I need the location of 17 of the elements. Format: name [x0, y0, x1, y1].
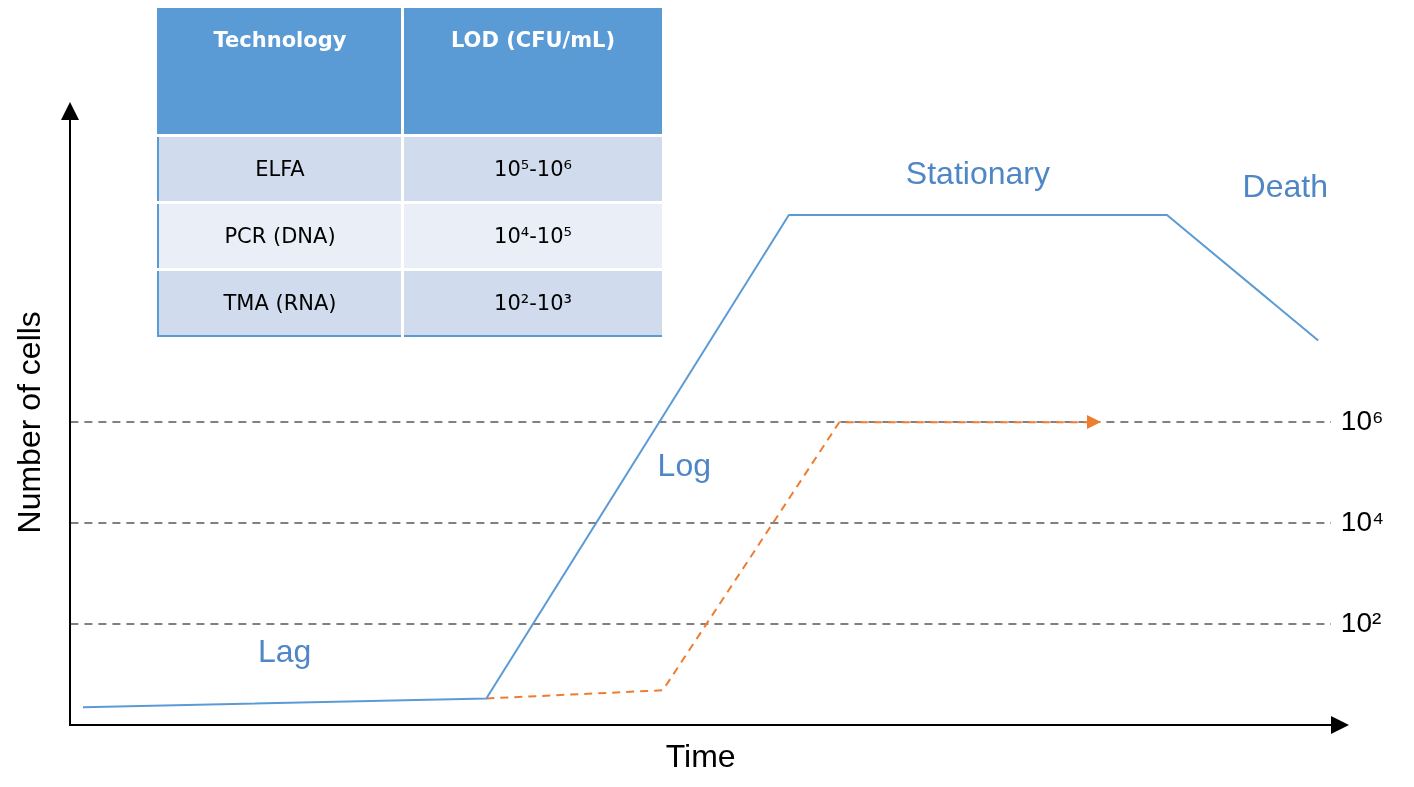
text: 10²-10³	[494, 291, 572, 315]
text: 10⁴-10⁵	[494, 224, 572, 248]
text: TMA (RNA)	[223, 291, 337, 315]
annotation: Stationary	[905, 154, 1050, 191]
annotation: Lag	[257, 632, 312, 669]
text: ELFA	[255, 157, 305, 181]
text: PCR (DNA)	[224, 224, 336, 248]
text: 10⁵-10⁶	[494, 157, 572, 181]
annotation: Log	[657, 446, 711, 483]
y-tick-label: 10²	[1340, 606, 1382, 638]
annotation: Death	[1242, 167, 1328, 204]
y-tick-label: 10⁶	[1340, 405, 1384, 437]
category-label: LOD (CFU/mL)	[402, 9, 664, 136]
category-label: Technology	[158, 9, 403, 136]
y-tick-label: 10⁴	[1340, 505, 1385, 537]
y-axis-title: Number of cells	[11, 311, 48, 534]
x-axis-title: Time	[665, 737, 736, 774]
